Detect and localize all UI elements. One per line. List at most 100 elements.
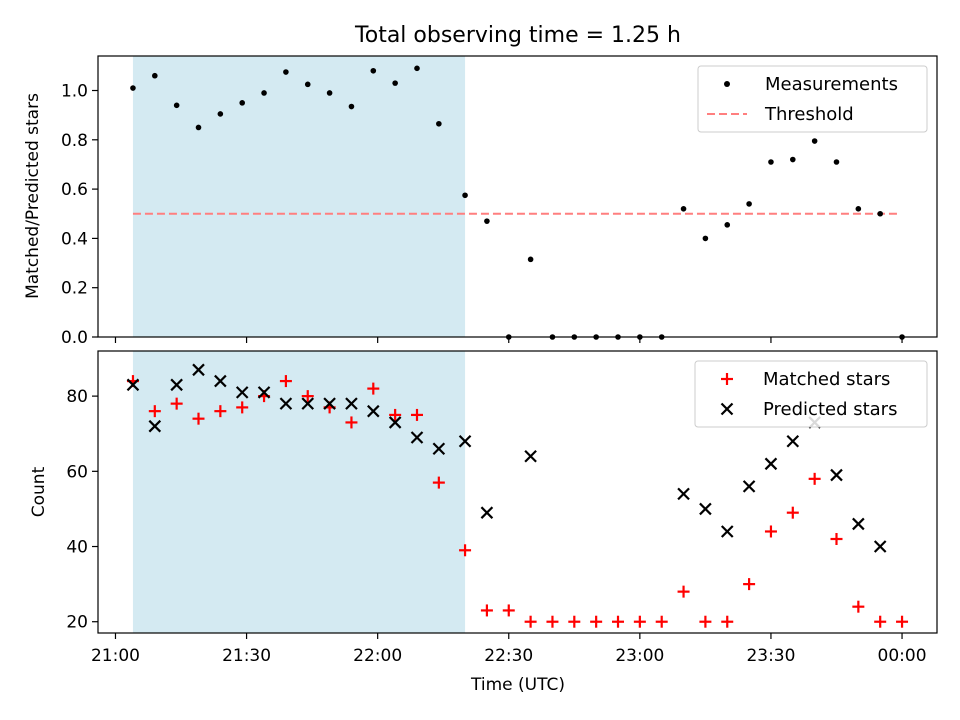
- x-tick-label: 21:30: [222, 646, 271, 666]
- measurement-point: [768, 159, 774, 165]
- legend-matched-label: Matched stars: [763, 369, 890, 390]
- x-tick-label: 23:00: [615, 646, 664, 666]
- chart-title: Total observing time = 1.25 h: [354, 23, 681, 48]
- y-tick-label: 0.4: [61, 229, 88, 249]
- predicted-star-point: [432, 442, 446, 456]
- predicted-star-point: [786, 434, 800, 448]
- matched-star-point: [502, 604, 515, 617]
- bottom-x-ticks: 21:00 21:30 22:00 22:30 23:00 23:30 00:00: [91, 633, 927, 666]
- predicted-star-point: [170, 378, 183, 392]
- matched-star-point: [170, 397, 183, 410]
- measurement-point: [217, 111, 224, 117]
- matched-star-point: [459, 544, 472, 557]
- matched-star-point: [874, 615, 887, 628]
- matched-star-point: [432, 476, 445, 489]
- top-data-points: [130, 65, 905, 340]
- bottom-y-ticks: 20 40 60 80: [66, 387, 98, 633]
- matched-star-point: [764, 525, 777, 538]
- predicted-star-point: [235, 386, 249, 399]
- measurement-point: [746, 201, 752, 207]
- measurement-point: [484, 218, 490, 224]
- top-x-ticks: [114, 337, 903, 343]
- measurement-point: [877, 210, 883, 217]
- x-tick-label: 21:00: [91, 646, 140, 666]
- top-legend: Measurements Threshold: [697, 65, 928, 133]
- top-legend-box: [697, 65, 928, 133]
- predicted-star-point: [873, 540, 887, 553]
- x-tick-label: 22:00: [353, 646, 402, 666]
- predicted-star-point: [214, 374, 227, 388]
- measurement-point: [195, 124, 202, 131]
- matched-star-point: [524, 615, 537, 628]
- measurement-point: [414, 65, 420, 72]
- predicted-star-point: [257, 386, 271, 399]
- predicted-star-point: [524, 450, 537, 463]
- predicted-star-point: [279, 397, 293, 410]
- top-y-axis-label: Matched/Predicted stars: [23, 93, 43, 299]
- matched-star-point: [389, 408, 402, 421]
- matched-star-point: [480, 604, 493, 617]
- matched-star-point: [148, 405, 161, 418]
- top-y-ticks: 0.0 0.2 0.4 0.6 0.8 1.0: [61, 82, 98, 348]
- measurement-point: [348, 103, 355, 110]
- measurement-point: [130, 85, 136, 91]
- x-tick-label: 00:00: [878, 646, 927, 666]
- matched-star-point: [301, 390, 314, 403]
- bottom-data-points: [126, 363, 909, 628]
- y-tick-label: 80: [66, 387, 88, 407]
- legend-predicted-marker: [720, 402, 734, 416]
- matched-star-point: [699, 615, 712, 628]
- matched-star-point: [214, 405, 227, 418]
- bottom-panel: 20 40 60 80 21:00 21:30 22:00 22:30 23:00 23:30 0…: [29, 350, 938, 695]
- matched-star-point: [345, 416, 358, 429]
- measurement-point: [680, 206, 687, 212]
- top-panel: 0.0 0.2 0.4 0.6 0.8 1.0 Matched/Predicted sta…: [23, 55, 938, 348]
- predicted-star-point: [410, 431, 424, 444]
- measurement-point: [326, 90, 333, 96]
- predicted-star-point: [480, 506, 494, 519]
- matched-star-point: [677, 585, 690, 598]
- matched-star-point: [655, 615, 668, 628]
- bottom-legend-box: [694, 360, 928, 428]
- measurement-point: [370, 67, 377, 74]
- legend-matched-glyph: [721, 373, 733, 385]
- matched-star-point: [410, 408, 423, 421]
- matched-star-point: [568, 615, 581, 628]
- matched-star-point: [236, 401, 249, 414]
- matched-star-point: [852, 600, 865, 613]
- measurement-point: [724, 222, 731, 228]
- y-tick-label: 60: [66, 462, 88, 482]
- legend-predicted-label: Predicted stars: [763, 399, 897, 420]
- y-tick-label: 0.2: [61, 279, 88, 299]
- measurement-point: [811, 138, 818, 144]
- measurement-point: [855, 206, 862, 212]
- matched-star-point: [896, 615, 909, 628]
- bottom-y-axis-label: Count: [29, 466, 49, 517]
- y-tick-label: 1.0: [61, 82, 88, 102]
- measurement-point: [173, 102, 180, 109]
- predicted-star-point: [830, 468, 843, 482]
- predicted-star-point: [742, 480, 756, 493]
- measurement-point: [462, 192, 468, 199]
- predicted-star-point: [699, 502, 712, 516]
- predicted-star-point: [323, 397, 336, 410]
- predicted-star-point: [388, 416, 402, 429]
- y-tick-label: 0.6: [61, 180, 88, 200]
- measurement-point: [527, 256, 534, 263]
- x-axis-label: Time (UTC): [470, 675, 565, 695]
- matched-star-point: [612, 615, 625, 628]
- matched-star-point: [743, 578, 756, 591]
- predicted-star-point: [148, 419, 162, 433]
- matched-star-point: [721, 615, 734, 628]
- matched-star-point: [590, 615, 603, 628]
- measurement-point: [239, 100, 246, 106]
- bottom-plot-frame: [97, 350, 938, 634]
- measurement-point: [304, 81, 311, 88]
- predicted-star-point: [192, 363, 205, 377]
- predicted-star-point: [764, 457, 778, 471]
- y-tick-label: 40: [66, 538, 88, 558]
- measurement-point: [702, 235, 709, 242]
- bottom-legend: Matched stars Predicted stars: [694, 360, 928, 428]
- legend-matched-marker: [721, 373, 733, 385]
